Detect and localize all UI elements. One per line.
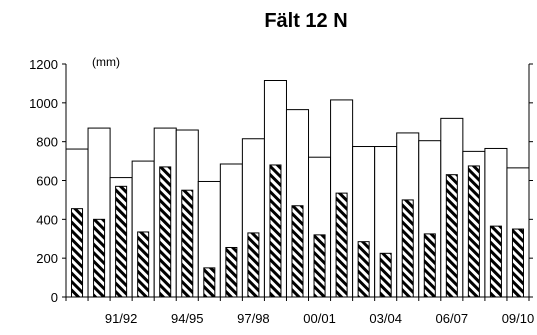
hatched-bar-07/08: [467, 165, 480, 298]
hatched-bar-02/03: [357, 241, 370, 298]
hatched-bar-09/10: [511, 228, 524, 298]
hatched-bar-96/97: [225, 246, 238, 298]
hatched-bar-92/93: [137, 231, 150, 298]
y-tick-label-200: 200: [36, 251, 58, 266]
y-tick-label-400: 400: [36, 212, 58, 227]
hatched-bar-97/98: [247, 232, 260, 298]
x-tick-label-09/10: 09/10: [502, 311, 535, 326]
y-tick-label-1000: 1000: [29, 96, 58, 111]
y-tick-label-0: 0: [51, 290, 58, 305]
y-tick-label-800: 800: [36, 135, 58, 150]
hatched-bar-04/05: [401, 199, 414, 298]
hatched-bar-05/06: [423, 233, 436, 298]
unit-label: (mm): [92, 55, 120, 69]
hatched-bar-01/02: [335, 192, 348, 298]
hatched-bar-93/94: [159, 166, 172, 298]
x-tick-label-06/07: 06/07: [436, 311, 469, 326]
hatched-bar-91/92: [115, 185, 128, 298]
hatched-bar-89/90: [71, 208, 84, 298]
x-tick-label-94/95: 94/95: [171, 311, 204, 326]
x-tick-label-00/01: 00/01: [303, 311, 336, 326]
hatched-bar-98/99: [269, 164, 282, 298]
y-tick-label-600: 600: [36, 174, 58, 189]
y-tick-label-1200: 1200: [29, 57, 58, 72]
hatched-bar-03/04: [379, 252, 392, 298]
hatched-bar-00/01: [313, 234, 326, 298]
axes-layer: 0 200 400 600 800 1000 1200 91/92 94/95 97/98 00/0…: [29, 57, 534, 326]
chart-title: Fält 12 N: [264, 10, 347, 32]
bars-layer: [65, 80, 530, 298]
x-tick-label-97/98: 97/98: [237, 311, 270, 326]
hatched-bar-90/91: [93, 218, 106, 298]
hatched-bar-94/95: [181, 189, 194, 298]
x-tick-label-91/92: 91/92: [105, 311, 138, 326]
x-tick-label-03/04: 03/04: [369, 311, 402, 326]
hatched-bar-08/09: [489, 225, 502, 298]
hatched-bar-95/96: [203, 267, 216, 298]
hatched-bar-06/07: [445, 174, 458, 298]
hatched-bar-99/00: [291, 205, 304, 298]
